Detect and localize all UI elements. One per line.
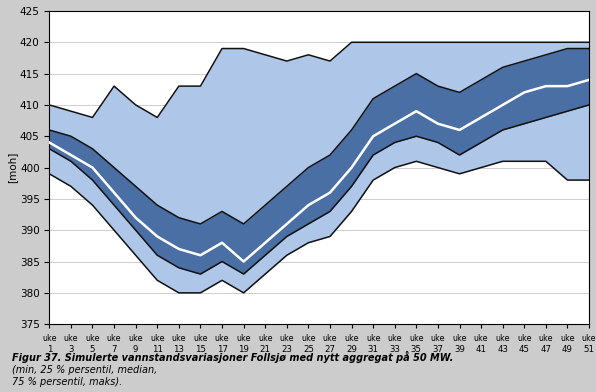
Text: uke: uke bbox=[128, 334, 143, 343]
Text: uke: uke bbox=[560, 334, 575, 343]
Text: 37: 37 bbox=[433, 345, 443, 354]
Text: 39: 39 bbox=[454, 345, 465, 354]
Text: 25: 25 bbox=[303, 345, 314, 354]
Text: uke: uke bbox=[258, 334, 272, 343]
Text: 3: 3 bbox=[68, 345, 74, 354]
Text: 5: 5 bbox=[90, 345, 95, 354]
Text: 11: 11 bbox=[152, 345, 163, 354]
Text: uke: uke bbox=[215, 334, 229, 343]
Text: uke: uke bbox=[280, 334, 294, 343]
Text: uke: uke bbox=[107, 334, 122, 343]
Text: uke: uke bbox=[172, 334, 186, 343]
Text: 29: 29 bbox=[346, 345, 357, 354]
Text: uke: uke bbox=[582, 334, 596, 343]
Text: 27: 27 bbox=[324, 345, 336, 354]
Text: 15: 15 bbox=[195, 345, 206, 354]
Text: 41: 41 bbox=[476, 345, 486, 354]
Text: 47: 47 bbox=[541, 345, 551, 354]
Text: uke: uke bbox=[409, 334, 424, 343]
Text: 9: 9 bbox=[133, 345, 138, 354]
Text: uke: uke bbox=[517, 334, 532, 343]
Text: 49: 49 bbox=[562, 345, 573, 354]
Text: uke: uke bbox=[42, 334, 57, 343]
Text: uke: uke bbox=[474, 334, 488, 343]
Text: uke: uke bbox=[237, 334, 251, 343]
Text: uke: uke bbox=[495, 334, 510, 343]
Text: 31: 31 bbox=[368, 345, 378, 354]
Text: 35: 35 bbox=[411, 345, 422, 354]
Text: uke: uke bbox=[539, 334, 553, 343]
Text: 13: 13 bbox=[173, 345, 184, 354]
Text: uke: uke bbox=[344, 334, 359, 343]
Text: 43: 43 bbox=[497, 345, 508, 354]
Text: uke: uke bbox=[452, 334, 467, 343]
Text: 1: 1 bbox=[46, 345, 52, 354]
Text: 51: 51 bbox=[583, 345, 595, 354]
Text: uke: uke bbox=[387, 334, 402, 343]
Text: uke: uke bbox=[85, 334, 100, 343]
Text: 23: 23 bbox=[281, 345, 292, 354]
Text: (min, 25 % persentil, median,
75 % persentil, maks).: (min, 25 % persentil, median, 75 % perse… bbox=[12, 365, 157, 387]
Y-axis label: [moh]: [moh] bbox=[7, 152, 17, 183]
Text: uke: uke bbox=[366, 334, 380, 343]
Text: 21: 21 bbox=[260, 345, 271, 354]
Text: 33: 33 bbox=[389, 345, 401, 354]
Text: uke: uke bbox=[193, 334, 207, 343]
Text: 17: 17 bbox=[216, 345, 228, 354]
Text: Figur 37. Simulerte vannstandsvariasjoner Follsjø med nytt aggregat på 50 MW.: Figur 37. Simulerte vannstandsvariasjone… bbox=[12, 351, 454, 363]
Text: 19: 19 bbox=[238, 345, 249, 354]
Text: 45: 45 bbox=[519, 345, 530, 354]
Text: uke: uke bbox=[322, 334, 337, 343]
Text: uke: uke bbox=[431, 334, 445, 343]
Text: uke: uke bbox=[64, 334, 78, 343]
Text: 7: 7 bbox=[111, 345, 117, 354]
Text: uke: uke bbox=[301, 334, 316, 343]
Text: uke: uke bbox=[150, 334, 164, 343]
